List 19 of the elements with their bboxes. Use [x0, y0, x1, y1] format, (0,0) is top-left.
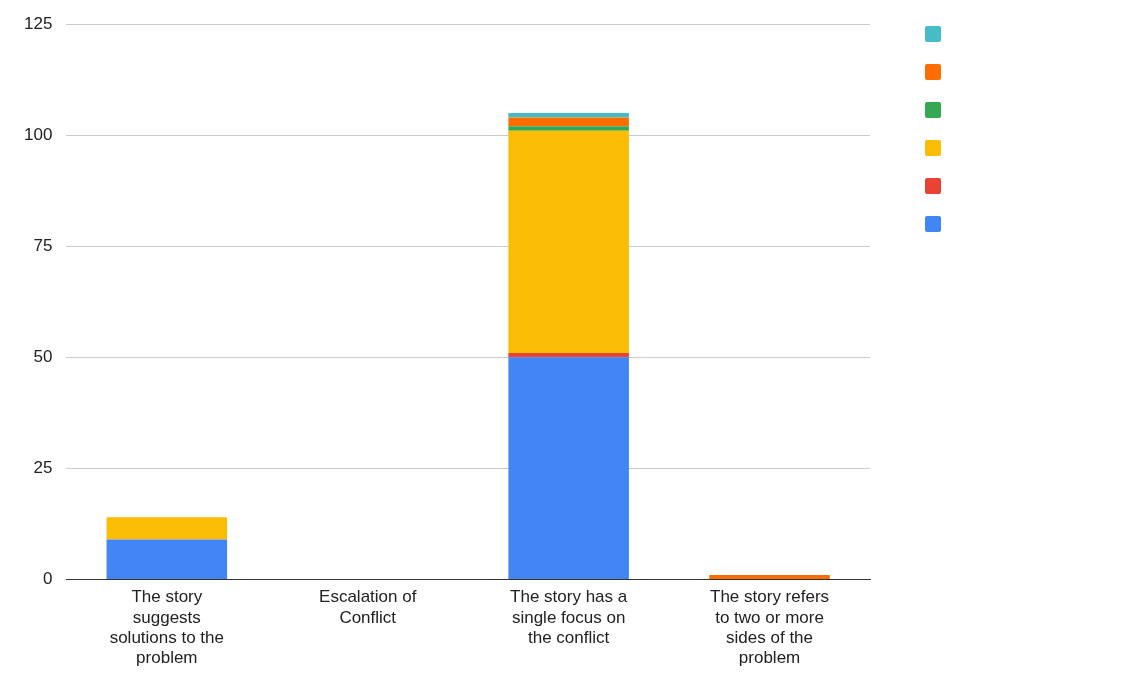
y-tick-label: 50: [33, 347, 53, 367]
y-tick-label: 125: [23, 13, 53, 33]
bar: [709, 574, 830, 579]
x-tick-label: The story refers to two or more sides of the problem: [710, 587, 830, 668]
bar: [106, 539, 228, 579]
x-tick-label: The story has a single focus on the conflict: [510, 587, 628, 648]
bar: [508, 126, 629, 131]
bar: [508, 357, 629, 579]
bar: [106, 517, 228, 540]
bar: [508, 352, 629, 358]
y-tick-label: 25: [33, 458, 53, 478]
bar: [508, 117, 629, 127]
x-tick-label: Escalation of Conflict: [319, 587, 417, 627]
bar: [508, 130, 629, 353]
x-tick-label: The story suggests solutions to the problem: [109, 587, 224, 668]
y-tick-label: 100: [23, 124, 53, 144]
bar: [508, 113, 629, 118]
y-tick-label: 0: [42, 569, 53, 589]
y-tick-label: 75: [33, 235, 53, 255]
